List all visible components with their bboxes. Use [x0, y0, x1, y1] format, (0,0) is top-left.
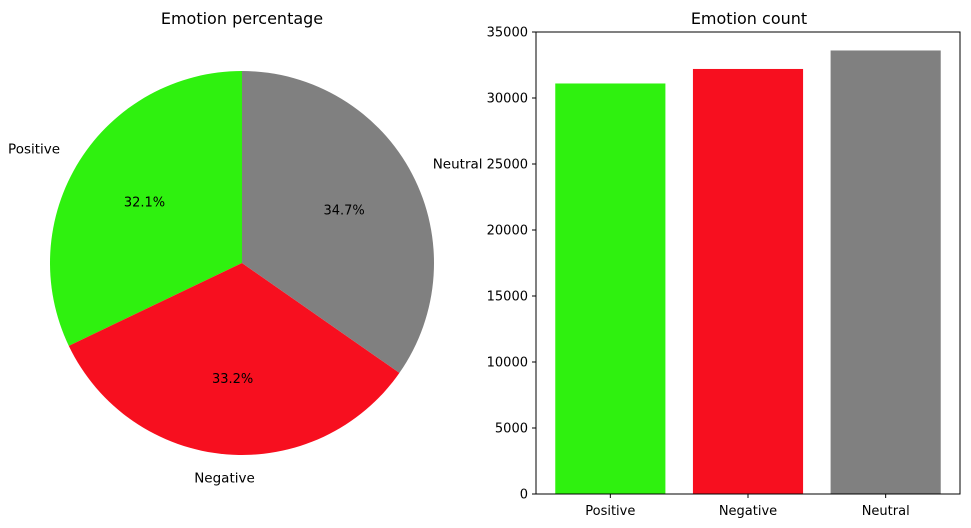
pie-pct-negative: 33.2% — [212, 372, 253, 387]
bar-positive — [555, 83, 666, 494]
pie-label-positive: Positive — [8, 141, 60, 157]
x-tick-label-positive: Positive — [585, 504, 635, 519]
pie-label-negative: Negative — [194, 470, 255, 486]
pie-pct-neutral: 34.7% — [323, 204, 364, 219]
bar-chart: Emotion count Positive Negative Neutral 0 50… — [487, 9, 961, 519]
pie-chart: Emotion percentage Positive 32.1% Negative… — [8, 9, 482, 486]
y-tick-label-15000: 15000 — [487, 290, 528, 305]
bar-neutral — [830, 50, 941, 494]
pie-title: Emotion percentage — [161, 9, 323, 28]
bar-negative — [692, 68, 804, 495]
pie-slices — [49, 71, 435, 456]
y-tick-label-25000: 25000 — [487, 158, 528, 173]
pie-slice-neutral — [242, 71, 435, 373]
pie-labels: Positive 32.1% Negative 33.2% Neutral 34.7% — [8, 141, 482, 486]
pie-pct-positive: 32.1% — [124, 196, 165, 211]
bar-axes-frame — [535, 31, 961, 495]
y-tick-label-5000: 5000 — [495, 422, 528, 437]
y-tick-label-30000: 30000 — [487, 92, 528, 107]
y-tick-label-20000: 20000 — [487, 224, 528, 239]
x-tick-label-negative: Negative — [719, 504, 777, 519]
bar-title: Emotion count — [691, 9, 807, 28]
bar-bars — [555, 50, 941, 495]
x-tick-label-neutral: Neutral — [862, 504, 910, 519]
pie-slice-positive — [49, 71, 242, 346]
y-tick-label-35000: 35000 — [487, 26, 528, 41]
pie-label-neutral: Neutral — [433, 157, 483, 173]
y-tick-label-0: 0 — [520, 488, 528, 503]
pie-slice-negative — [68, 263, 400, 456]
y-tick-label-10000: 10000 — [487, 356, 528, 371]
bar-axes: Positive Negative Neutral 0 5000 10000 15000 20… — [487, 26, 961, 519]
